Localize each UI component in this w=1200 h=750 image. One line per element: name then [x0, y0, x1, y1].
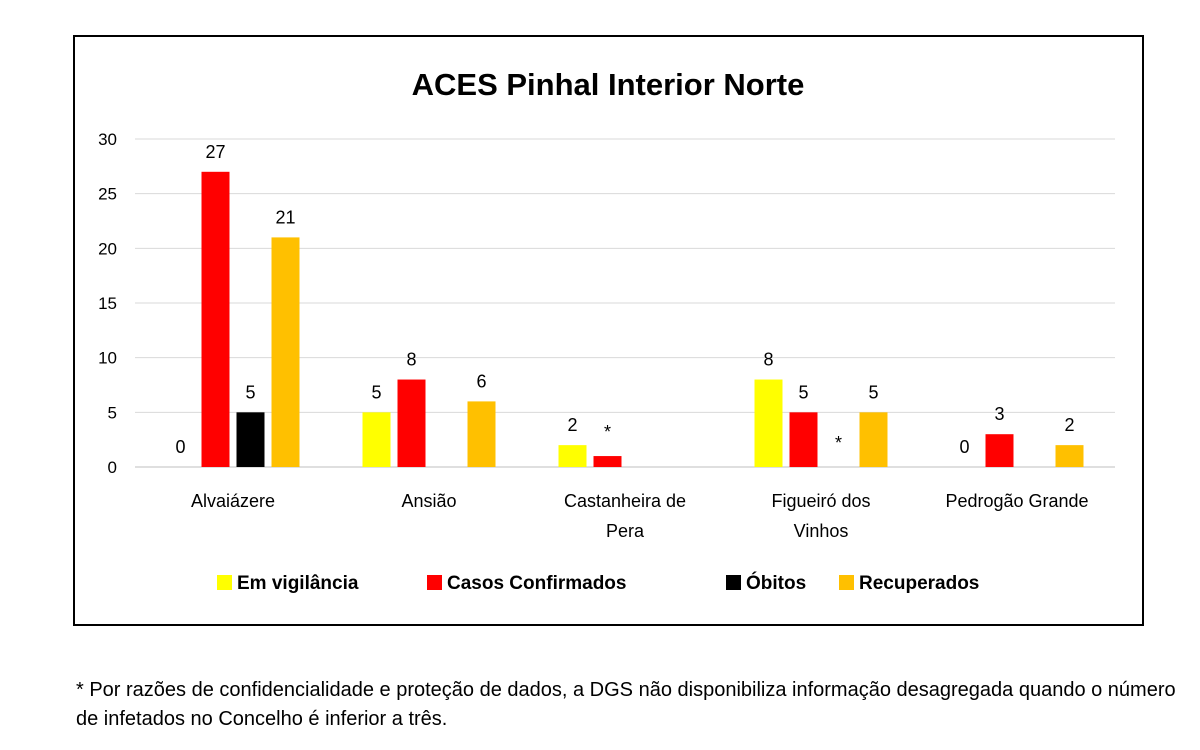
- bar-1-2: [201, 171, 230, 468]
- legend-swatch-1: [217, 575, 232, 590]
- bar-4-4: [859, 412, 888, 467]
- bar-5-4: [1055, 445, 1084, 467]
- footnote: * Por razões de confidencialidade e prot…: [76, 679, 1176, 730]
- legend-label-3: Óbitos: [746, 572, 806, 594]
- x-category-label: Figueiró dos: [771, 491, 870, 511]
- x-category-label: Castanheira de: [564, 491, 686, 511]
- data-label: 2: [567, 415, 577, 435]
- bar-3-1: [558, 445, 587, 467]
- legend-swatch-4: [839, 575, 854, 590]
- y-tick-label: 10: [98, 349, 117, 368]
- data-label: 21: [275, 207, 295, 227]
- bar-chart: ACES Pinhal Interior Norte05101520253002…: [98, 67, 1115, 594]
- data-label: 2: [1064, 415, 1074, 435]
- bar-4-1: [754, 379, 783, 467]
- bar-2-1: [362, 412, 391, 467]
- data-label: 0: [959, 437, 969, 457]
- data-label: *: [604, 422, 611, 442]
- chart-title: ACES Pinhal Interior Norte: [412, 67, 805, 102]
- x-category-label: Pedrogão Grande: [945, 491, 1088, 511]
- x-category-label: Pera: [606, 521, 645, 541]
- data-label: 3: [994, 404, 1004, 424]
- x-category-label: Alvaiázere: [191, 491, 275, 511]
- data-label: 5: [868, 382, 878, 402]
- y-tick-label: 20: [98, 239, 117, 258]
- legend-label-2: Casos Confirmados: [447, 573, 626, 594]
- data-label: 27: [205, 142, 225, 162]
- data-label: 8: [763, 350, 773, 370]
- data-label: 5: [245, 382, 255, 402]
- data-label: *: [835, 433, 842, 453]
- bar-2-4: [467, 401, 496, 467]
- y-tick-label: 5: [108, 403, 117, 422]
- y-tick-label: 30: [98, 130, 117, 149]
- legend-swatch-2: [427, 575, 442, 590]
- x-category-label: Ansião: [401, 491, 456, 511]
- bar-1-3: [236, 412, 265, 467]
- y-tick-label: 15: [98, 294, 117, 313]
- data-label: 0: [175, 437, 185, 457]
- x-category-label: Vinhos: [794, 521, 849, 541]
- y-tick-label: 0: [108, 458, 117, 477]
- legend-swatch-3: [726, 575, 741, 590]
- bar-5-2: [985, 434, 1014, 467]
- data-label: 6: [476, 371, 486, 391]
- chart-frame: ACES Pinhal Interior Norte 0 5 10 15 20 25 30 0 2…: [73, 35, 1144, 626]
- bar-1-4: [271, 237, 300, 467]
- bar-2-2: [397, 379, 426, 467]
- y-tick-label: 25: [98, 185, 117, 204]
- data-label: 5: [371, 382, 381, 402]
- bar-4-2: [789, 412, 818, 467]
- bar-3-2: [593, 456, 622, 467]
- data-label: 5: [798, 382, 808, 402]
- data-label: 8: [406, 350, 416, 370]
- legend-label-4: Recuperados: [859, 573, 979, 594]
- legend-label-1: Em vigilância: [237, 573, 359, 594]
